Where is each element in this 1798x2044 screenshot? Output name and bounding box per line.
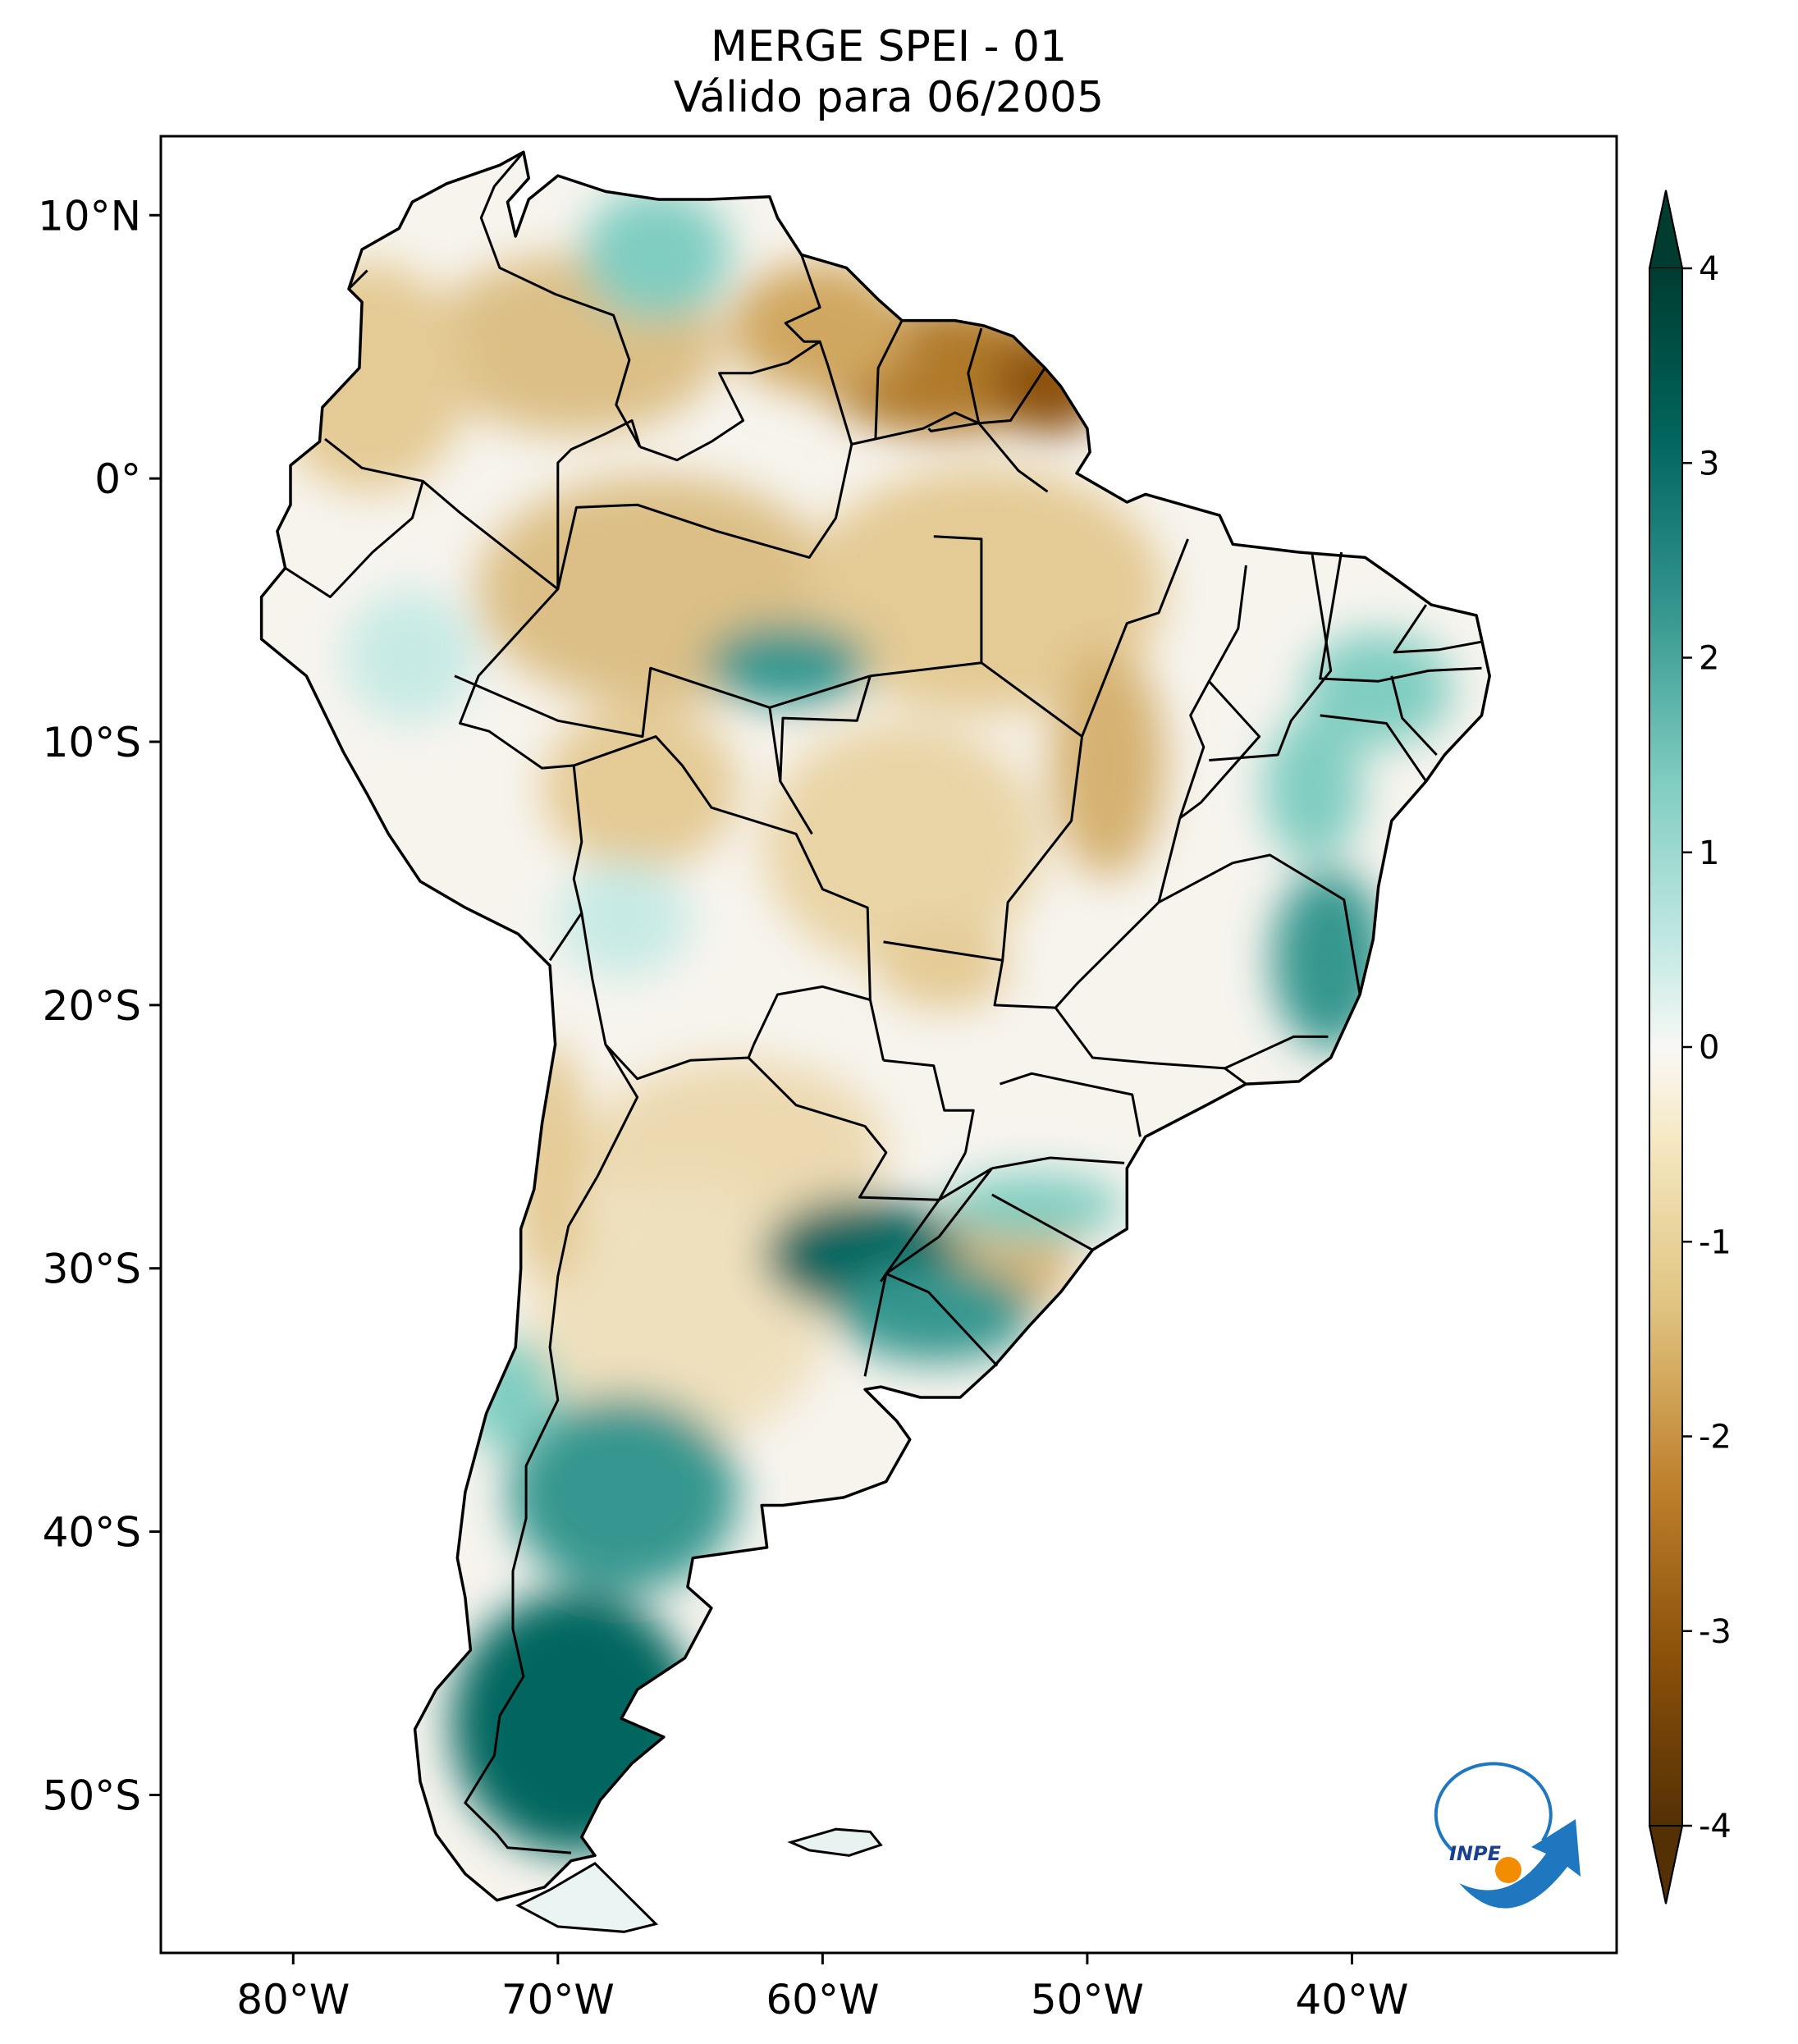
border-line: [1224, 1035, 1329, 1070]
border-line: [851, 411, 980, 446]
border-line: [863, 1273, 888, 1377]
border-line: [933, 535, 983, 663]
border-line: [991, 1156, 1125, 1170]
dry-anomaly-pampas: [533, 1182, 829, 1444]
border-line: [753, 985, 871, 1045]
border-line: [978, 367, 1046, 425]
border-line: [454, 666, 871, 738]
title-line-1: MERGE SPEI - 01: [710, 22, 1068, 71]
border-line: [1319, 551, 1482, 683]
wet-anomaly-uruguay: [837, 1264, 1034, 1362]
colorbar-gradient: [1649, 268, 1682, 1826]
border-line: [556, 419, 642, 589]
title-line-2: Válido para 06/2005: [673, 73, 1105, 122]
lat-tick-label: 30°S: [43, 1246, 141, 1293]
logo-orange-dot: [1495, 1857, 1521, 1883]
lat-tick-label: 10°S: [43, 719, 141, 766]
border-line: [464, 1044, 639, 1854]
dry-anomaly-guyana: [730, 263, 911, 394]
border-line: [883, 736, 1083, 962]
lat-tick-label: 50°S: [43, 1772, 141, 1819]
falkland-islands: [787, 1827, 883, 1857]
border-line: [1393, 604, 1482, 654]
political-borders: [284, 151, 1482, 1854]
spei-anomaly-blobs: [271, 189, 1453, 1854]
dry-anomaly-tocantins: [1050, 648, 1165, 878]
colorbar-tick-label: -2: [1699, 1419, 1732, 1456]
colorbar-tick-label: -3: [1699, 1613, 1732, 1651]
colorbar-ticks: 4 3 2 1 0 -1 -2 -3 -4: [1682, 250, 1732, 1845]
border-line: [1054, 1007, 1247, 1086]
border-line: [1178, 680, 1261, 820]
border-line: [479, 151, 642, 448]
border-line: [556, 444, 853, 590]
logo-orbit-ring: [1434, 1762, 1553, 1852]
continent-coastline: [259, 150, 1491, 1902]
border-line: [779, 675, 872, 782]
tierra-del-fuego: [515, 1862, 659, 1933]
wet-anomaly-santa-catarina: [944, 1173, 1124, 1239]
border-line: [573, 735, 885, 1061]
border-line: [1232, 853, 1361, 995]
colorbar-extend-min: [1648, 1825, 1684, 1905]
lat-tick-label: 10°N: [38, 192, 141, 240]
colorbar-tick-label: -1: [1699, 1223, 1732, 1261]
border-line: [883, 1059, 975, 1153]
lat-tick-label: 40°S: [43, 1509, 141, 1557]
wet-anomaly-patagonia-north: [509, 1395, 739, 1592]
border-line: [1320, 714, 1428, 782]
lat-tick-label: 0°: [94, 455, 141, 503]
border-line: [284, 437, 424, 598]
border-line: [1081, 538, 1189, 738]
wet-anomaly-peru: [345, 591, 476, 722]
border-line: [639, 341, 821, 462]
border-line: [977, 422, 1049, 493]
border-line: [347, 269, 368, 290]
colorbar-tick-label: -4: [1699, 1808, 1732, 1845]
logo-swoosh-arrow: [1459, 1819, 1581, 1909]
colorbar-tick-label: 1: [1699, 835, 1719, 872]
lat-tick-label: 20°S: [43, 982, 141, 1030]
colorbar-tick-label: 0: [1699, 1029, 1719, 1067]
colorbar: 4 3 2 1 0 -1 -2 -3 -4: [1648, 190, 1732, 1905]
border-line: [880, 1167, 993, 1283]
latitude-axis: 10°N 0° 10°S 20°S 30°S 40°S 50°S: [38, 192, 161, 1819]
longitude-axis: 80°W 70°W 60°W 50°W 40°W: [236, 1953, 1408, 2023]
border-line: [1000, 1072, 1141, 1137]
inpe-logo: INPE: [1434, 1762, 1581, 1909]
border-line: [1390, 675, 1438, 757]
map-title: MERGE SPEI - 01 Válido para 06/2005: [161, 21, 1617, 123]
wet-anomaly-bolivia: [558, 862, 689, 976]
colorbar-tick-label: 2: [1699, 640, 1719, 678]
dry-anomaly-mato-grosso-sul: [878, 927, 1009, 1009]
border-line: [1158, 862, 1234, 904]
colorbar-tick-label: 4: [1699, 250, 1719, 288]
dry-anomaly-acre-rondonia: [542, 706, 739, 870]
border-line: [991, 1193, 1094, 1251]
wet-anomaly-bahia: [1264, 714, 1362, 862]
border-line: [422, 480, 583, 962]
lon-tick-label: 80°W: [236, 1976, 350, 2023]
wet-anomaly-amazonas: [706, 624, 870, 706]
border-line: [1209, 554, 1333, 761]
lon-tick-label: 70°W: [501, 1976, 615, 2023]
lon-tick-label: 40°W: [1295, 1976, 1408, 2023]
lon-tick-label: 50°W: [1031, 1976, 1144, 2023]
logo-text: INPE: [1449, 1842, 1502, 1865]
border-line: [1178, 565, 1247, 819]
border-line: [874, 319, 904, 440]
dry-anomaly-para: [804, 468, 1165, 714]
lon-tick-label: 60°W: [766, 1976, 879, 2023]
colorbar-tick-label: 3: [1699, 445, 1719, 482]
colorbar-extend-max: [1648, 190, 1684, 269]
border-line: [784, 254, 853, 445]
wet-anomaly-venezuela: [583, 189, 730, 320]
dry-anomaly-mato-grosso: [763, 722, 1042, 968]
border-line: [993, 817, 1182, 1009]
